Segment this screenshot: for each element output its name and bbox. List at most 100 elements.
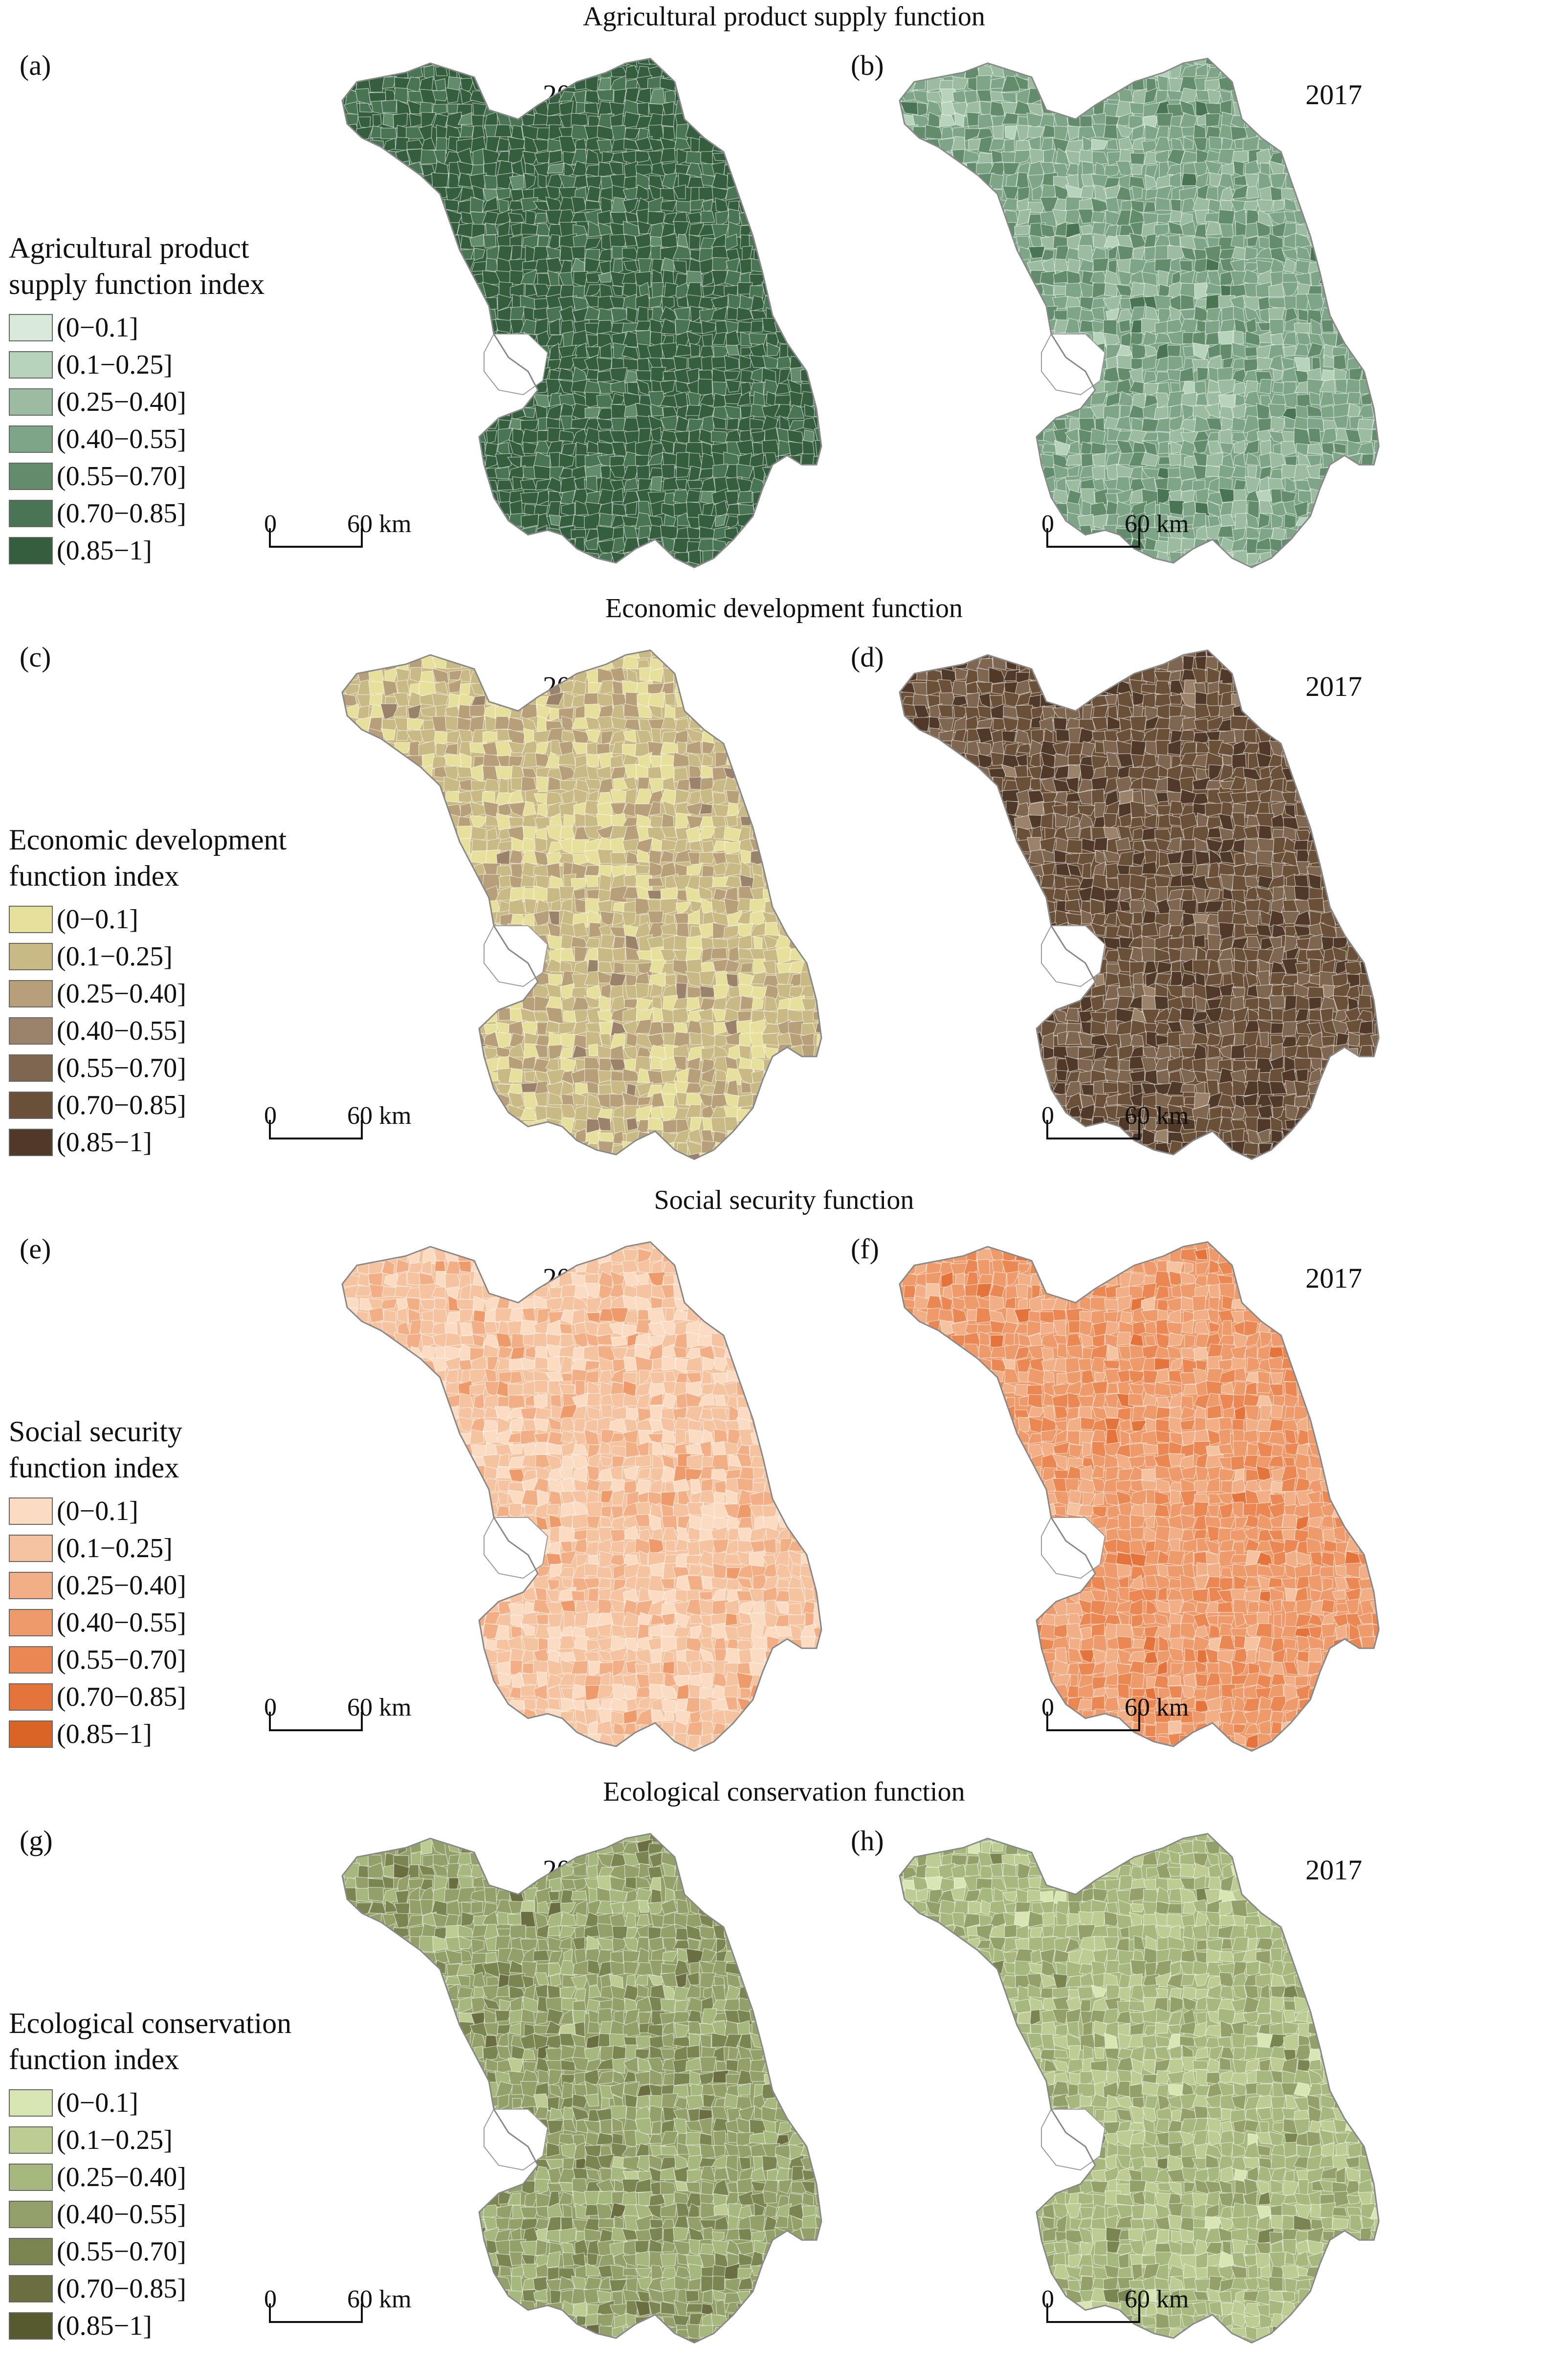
legend-class-label: (0.70−0.85] xyxy=(57,498,186,529)
township-polygon xyxy=(989,355,1003,369)
township-polygon xyxy=(609,729,626,745)
township-polygon xyxy=(1359,101,1375,114)
township-polygon xyxy=(1043,148,1056,165)
township-polygon xyxy=(764,63,778,80)
legend-title-line: Agricultural product xyxy=(9,232,249,264)
township-polygon xyxy=(458,552,472,565)
township-polygon xyxy=(497,58,512,65)
township-polygon xyxy=(701,1047,717,1062)
township-polygon xyxy=(471,650,487,656)
township-polygon xyxy=(750,102,767,117)
township-polygon xyxy=(469,403,488,421)
scale-distance-label: 60 km xyxy=(347,510,412,538)
township-polygon xyxy=(445,87,460,104)
township-polygon xyxy=(803,731,818,743)
township-polygon xyxy=(1281,113,1296,127)
township-polygon xyxy=(927,402,942,417)
township-polygon xyxy=(762,717,780,732)
township-polygon xyxy=(354,308,372,323)
township-polygon xyxy=(1078,87,1095,104)
township-polygon xyxy=(1104,563,1121,568)
township-polygon xyxy=(1231,537,1249,552)
township-polygon xyxy=(598,513,614,527)
township-polygon xyxy=(585,1022,601,1033)
township-polygon xyxy=(508,899,527,915)
township-polygon xyxy=(777,186,790,201)
township-polygon xyxy=(405,381,422,394)
township-polygon xyxy=(979,428,995,445)
township-polygon xyxy=(431,306,450,324)
township-polygon xyxy=(1004,306,1020,323)
township-polygon xyxy=(739,561,752,568)
township-polygon xyxy=(1357,160,1372,178)
township-polygon xyxy=(661,464,675,480)
township-polygon xyxy=(482,765,500,782)
township-polygon xyxy=(1054,440,1071,456)
township-polygon xyxy=(660,200,678,212)
township-polygon xyxy=(1143,201,1156,213)
township-polygon xyxy=(408,563,422,568)
township-polygon xyxy=(393,947,409,963)
township-polygon xyxy=(698,679,715,697)
township-polygon xyxy=(410,527,423,541)
township-polygon xyxy=(499,654,511,671)
township-polygon xyxy=(803,876,815,889)
township-polygon xyxy=(1014,453,1033,467)
township-polygon xyxy=(354,887,370,901)
township-polygon xyxy=(1230,295,1245,310)
township-polygon xyxy=(624,128,640,140)
township-polygon xyxy=(915,184,928,200)
township-polygon xyxy=(741,151,755,162)
township-polygon xyxy=(761,1130,781,1144)
township-polygon xyxy=(368,318,385,335)
township-polygon xyxy=(497,293,513,312)
township-polygon xyxy=(1207,89,1222,106)
township-polygon xyxy=(342,261,348,276)
township-polygon xyxy=(979,538,993,554)
township-polygon xyxy=(434,78,446,92)
township-polygon xyxy=(787,875,803,889)
township-polygon xyxy=(939,322,951,336)
township-polygon xyxy=(776,491,791,506)
township-polygon xyxy=(688,258,704,275)
township-polygon xyxy=(774,383,790,395)
township-polygon xyxy=(800,318,815,336)
township-polygon xyxy=(444,347,461,357)
township-polygon xyxy=(953,247,968,262)
township-polygon xyxy=(546,650,565,658)
township-polygon xyxy=(800,718,816,732)
township-polygon xyxy=(925,222,940,239)
township-polygon xyxy=(443,405,462,419)
township-polygon xyxy=(1005,476,1020,494)
township-polygon xyxy=(432,852,448,867)
township-polygon xyxy=(1017,307,1029,323)
township-polygon xyxy=(445,355,458,373)
township-polygon xyxy=(525,210,536,226)
township-polygon xyxy=(950,356,969,372)
township-polygon xyxy=(597,996,611,1011)
township-polygon xyxy=(1359,342,1374,358)
township-polygon xyxy=(372,404,386,421)
township-polygon xyxy=(406,971,424,989)
township-polygon xyxy=(421,307,437,321)
township-polygon xyxy=(901,287,917,299)
township-polygon xyxy=(988,430,1007,443)
township-polygon xyxy=(456,282,472,299)
township-polygon xyxy=(410,58,425,66)
township-polygon xyxy=(508,1092,525,1109)
township-polygon xyxy=(623,962,637,974)
township-polygon xyxy=(406,465,424,479)
township-polygon xyxy=(1065,563,1083,568)
township-polygon xyxy=(791,668,804,684)
township-polygon xyxy=(1371,429,1379,443)
township-polygon xyxy=(447,282,461,297)
township-polygon xyxy=(1041,75,1058,93)
township-polygon xyxy=(790,233,806,247)
township-polygon xyxy=(343,320,359,335)
township-polygon xyxy=(342,1081,348,1095)
township-polygon xyxy=(484,679,499,694)
township-polygon xyxy=(812,1093,821,1109)
township-polygon xyxy=(345,887,360,901)
township-polygon xyxy=(950,561,968,568)
township-polygon xyxy=(1220,417,1235,433)
